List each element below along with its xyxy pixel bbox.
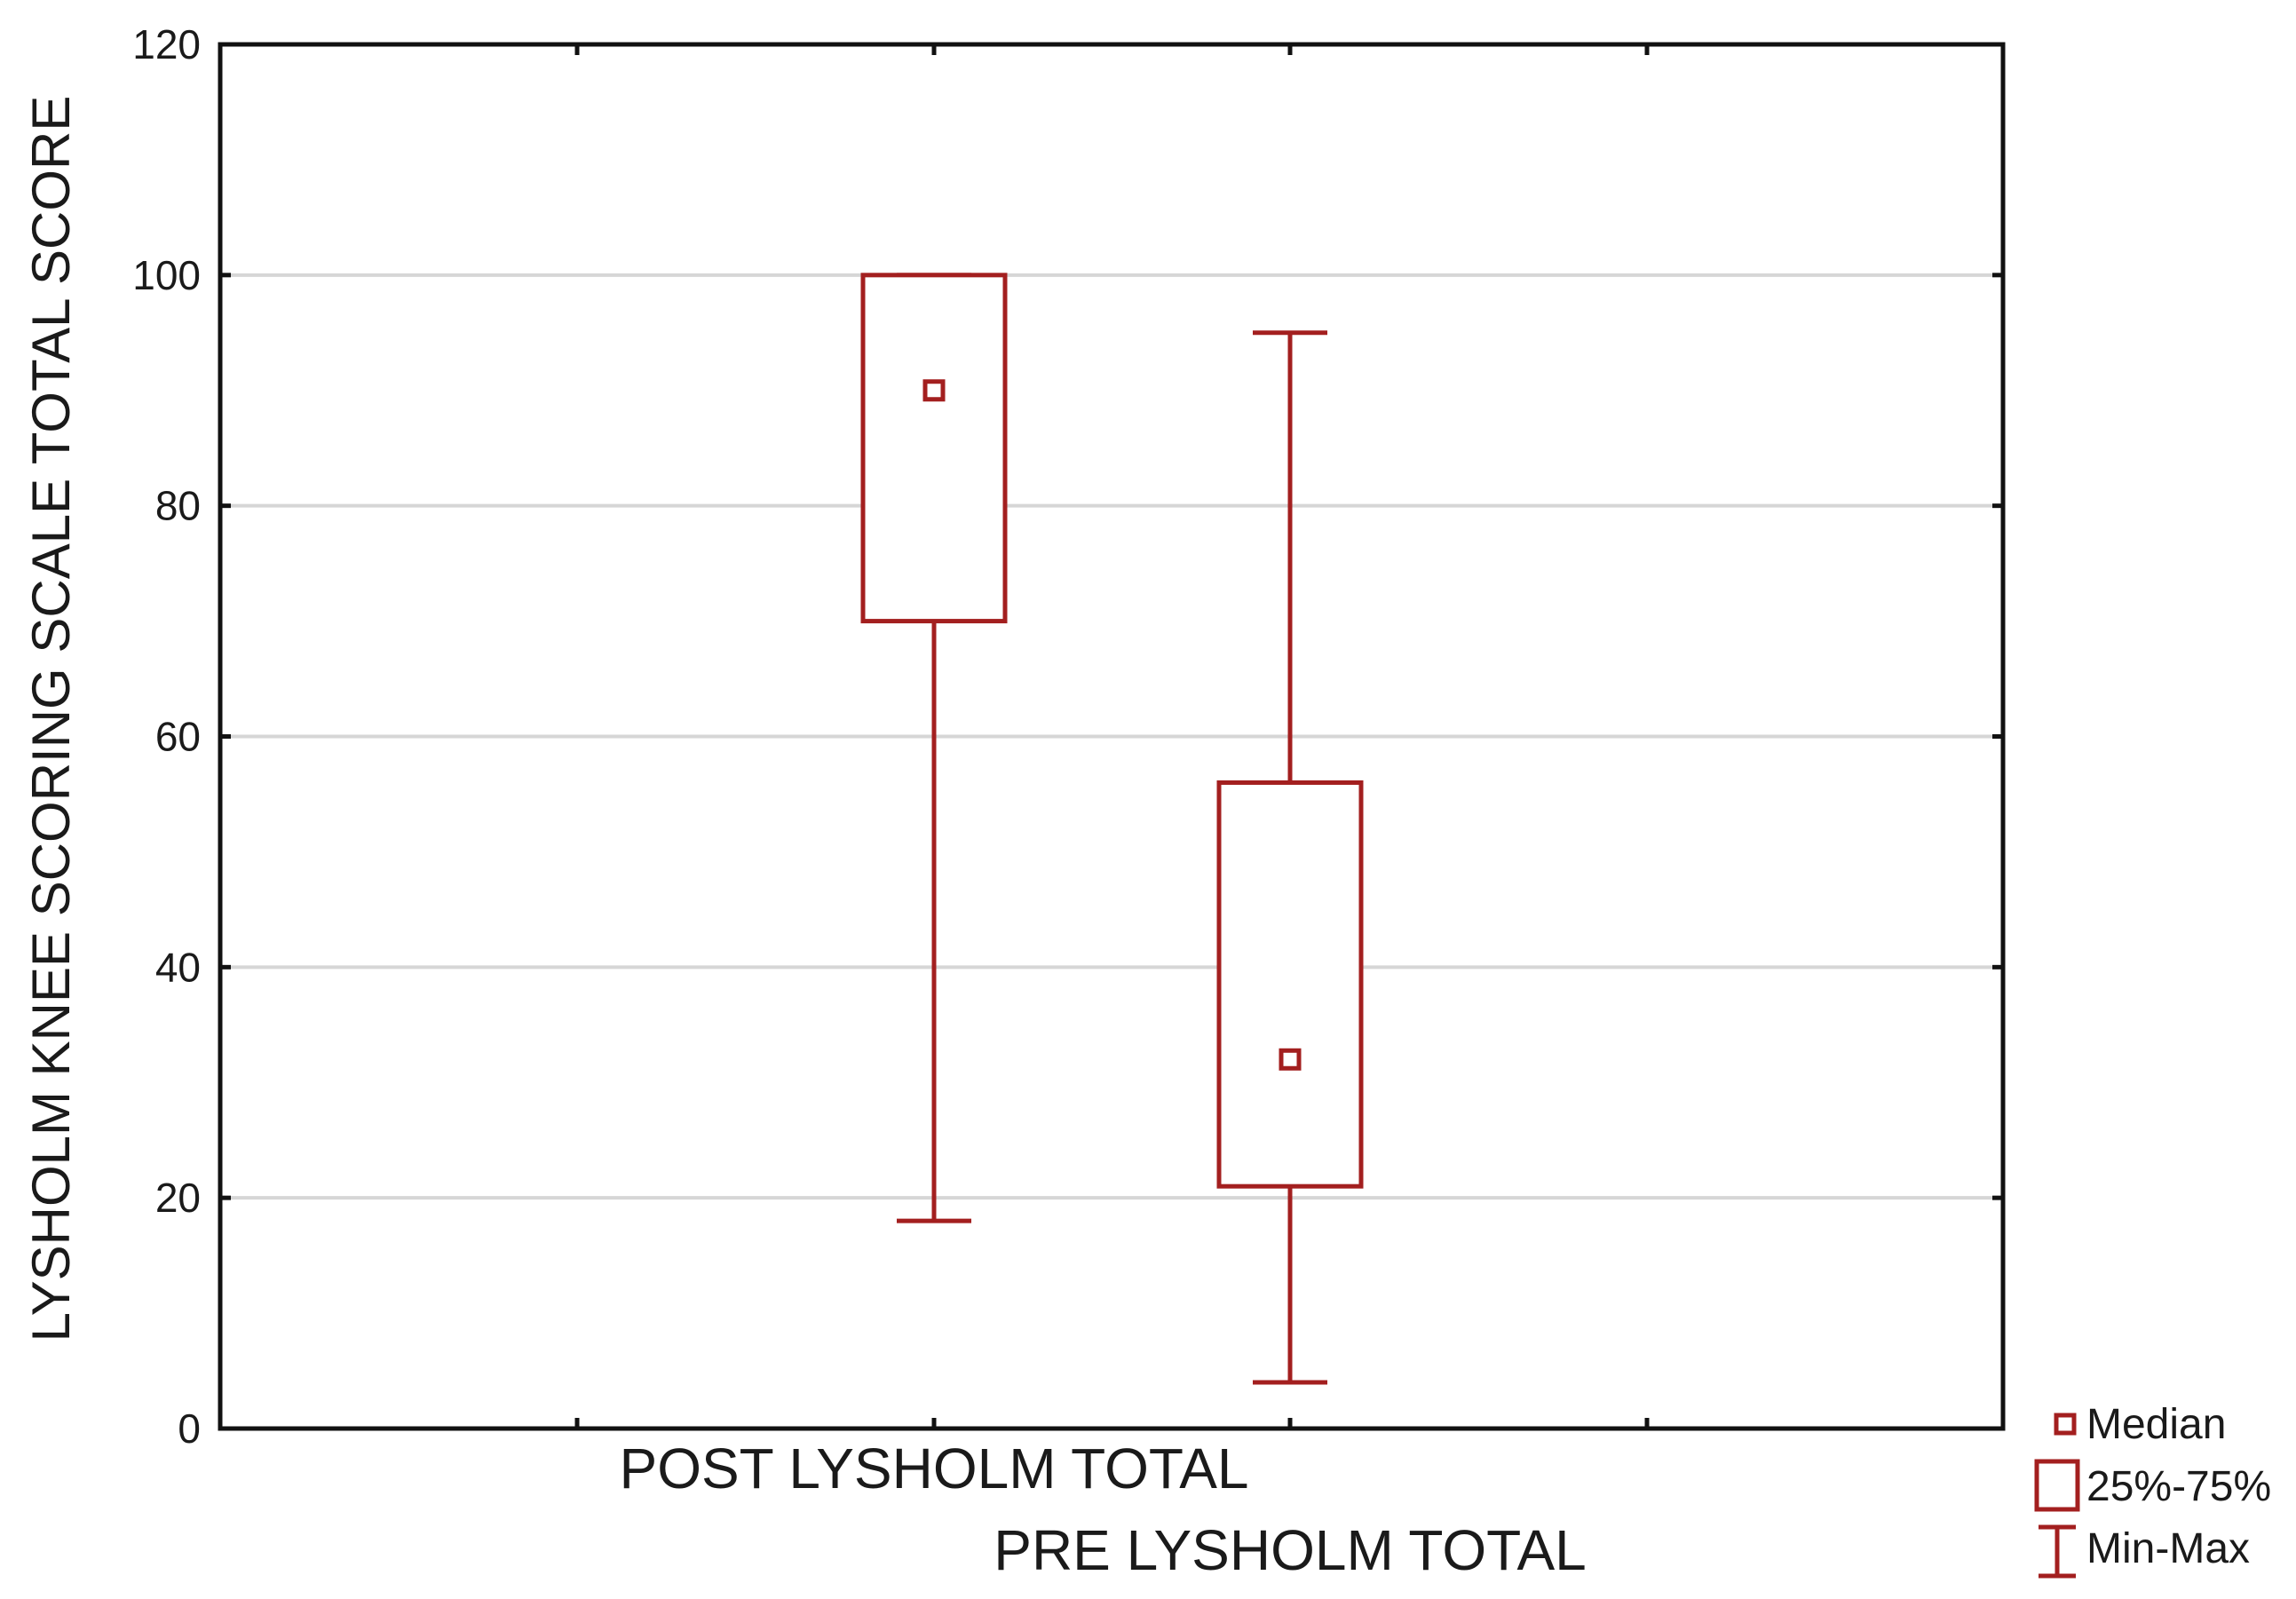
- legend-label-box: 25%-75%: [2086, 1463, 2271, 1510]
- y-tick-label-20: 20: [155, 1175, 201, 1221]
- gridlines: [220, 273, 2003, 1200]
- box-pre: [1216, 330, 1364, 1385]
- y-tick-label-60: 60: [155, 714, 201, 760]
- iqr-box: [1216, 780, 1364, 1189]
- legend-box-icon: [2034, 1459, 2080, 1512]
- legend: Median 25%-75% Min-Max: [2034, 1401, 2271, 1579]
- legend-label-whisker: Min-Max: [2086, 1525, 2250, 1572]
- y-tick-label-120: 120: [132, 21, 201, 67]
- box-post: [860, 273, 1008, 1223]
- legend-item-median: Median: [2054, 1401, 2226, 1448]
- median-marker: [1279, 1048, 1302, 1071]
- box-plot-series: [860, 273, 1364, 1385]
- iqr-box: [860, 273, 1008, 624]
- y-axis-label: LYSHOLM KNEE SCORING SCALE TOTAL SCORE: [21, 96, 81, 1342]
- legend-item-whisker: Min-Max: [2039, 1524, 2250, 1579]
- y-tick-label-0: 0: [178, 1405, 201, 1452]
- y-tick-label-40: 40: [155, 944, 201, 990]
- category-label-1: PRE LYSHOLM TOTAL: [994, 1518, 1586, 1582]
- y-tick-label-100: 100: [132, 252, 201, 298]
- x-axis-category-labels: POST LYSHOLM TOTAL PRE LYSHOLM TOTAL: [620, 1437, 1587, 1582]
- median-marker: [922, 379, 946, 402]
- y-axis-tick-labels: 0 20 40 60 80 100 120: [132, 21, 201, 1452]
- category-label-0: POST LYSHOLM TOTAL: [620, 1437, 1249, 1500]
- legend-label-median: Median: [2086, 1401, 2226, 1448]
- axis-ticks: [220, 42, 2003, 1431]
- y-tick-label-80: 80: [155, 483, 201, 529]
- legend-item-box: 25%-75%: [2034, 1459, 2271, 1512]
- legend-median-icon: [2054, 1413, 2077, 1436]
